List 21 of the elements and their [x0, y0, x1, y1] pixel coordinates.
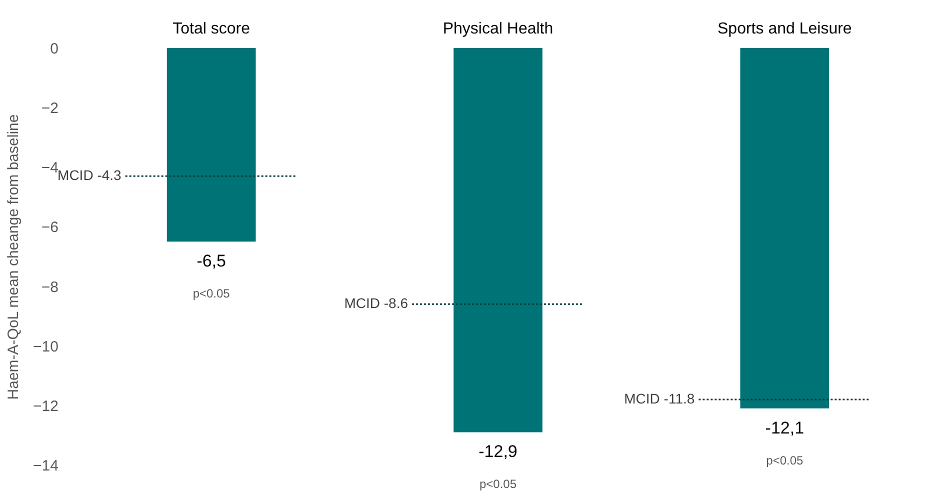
data-label: -12,1	[765, 418, 804, 438]
text: p<0.05	[479, 477, 517, 492]
y-tick-label: −8	[41, 278, 58, 296]
y-tick-label: −14	[33, 458, 58, 474]
ref-line-label: MCID -8.6	[344, 295, 408, 312]
annotation: p<0.05	[766, 453, 804, 468]
y-tick-label: −12	[33, 398, 58, 415]
ref-line-label: MCID -4.3	[58, 167, 122, 184]
y-tick-label: −4	[41, 160, 58, 177]
y-tick-label: −6	[41, 219, 58, 236]
data-label: -6,5	[196, 252, 226, 271]
y-axis-title: Haem-A-QoL mean cheange from baseline	[5, 114, 22, 400]
x-tick-label: Sports and Leisure	[718, 20, 852, 38]
annotation: p<0.05	[192, 286, 230, 301]
y-tick-label: −2	[41, 100, 58, 118]
ref-line-label: MCID -11.8	[624, 390, 695, 406]
data-label: -12,9	[478, 442, 518, 462]
x-tick-label: Physical Health	[442, 20, 554, 38]
y-tick-label: −10	[33, 338, 58, 356]
x-tick-label: Total score	[172, 20, 250, 38]
y-tick-label: 0	[50, 40, 58, 58]
